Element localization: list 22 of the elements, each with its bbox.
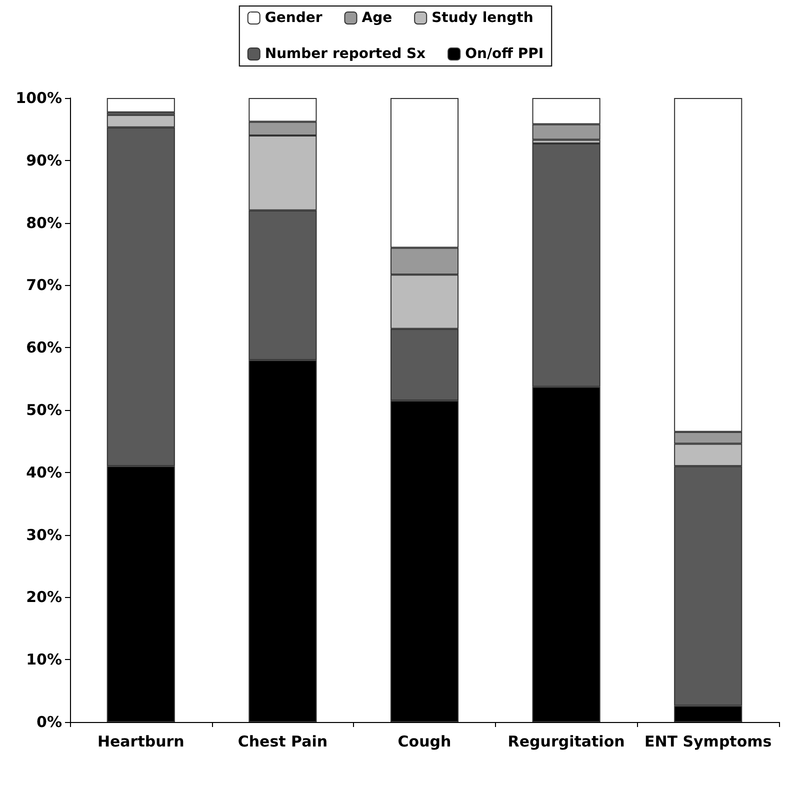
- legend-label: On/off PPI: [465, 46, 544, 62]
- x-tick-label: Cough: [398, 732, 452, 750]
- y-tick-label: 50%: [26, 401, 62, 419]
- y-tick-label: 90%: [26, 151, 62, 170]
- y-tick-label: 60%: [26, 338, 62, 357]
- y-tick-label: 100%: [16, 89, 62, 107]
- y-tick-label: 40%: [26, 463, 62, 482]
- x-tick-label: Regurgitation: [508, 732, 625, 750]
- y-tick-label: 0%: [36, 713, 62, 731]
- y-tick-label: 20%: [26, 588, 62, 606]
- x-tick-label: ENT Symptoms: [644, 732, 772, 750]
- y-tick-label: 80%: [26, 214, 62, 232]
- bar: [106, 98, 175, 112]
- x-tick-label: Chest Pain: [238, 732, 328, 750]
- y-tick-label: 30%: [26, 526, 62, 544]
- legend-label: Age: [362, 10, 392, 26]
- legend-label: Study length: [432, 10, 534, 26]
- legend-label: Number reported Sx: [264, 46, 426, 62]
- legend-label: Gender: [264, 10, 322, 26]
- y-tick-label: 10%: [26, 650, 62, 669]
- y-tick-label: 70%: [26, 276, 62, 294]
- x-tick-label: Heartburn: [97, 732, 184, 750]
